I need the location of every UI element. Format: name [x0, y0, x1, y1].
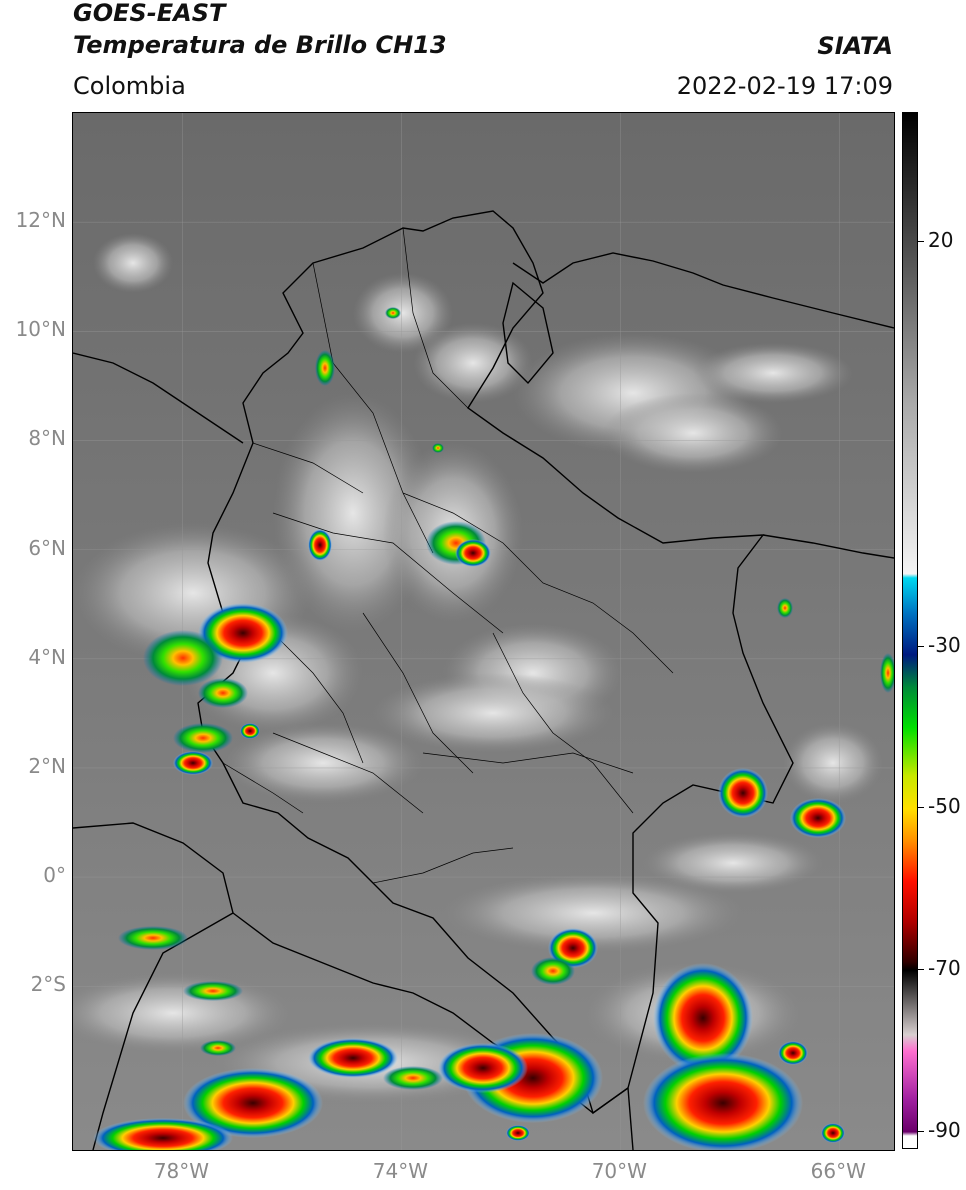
- lon-tick-label: 78°W: [153, 1159, 210, 1183]
- storm-cell: [777, 598, 793, 618]
- lon-tick-label: 70°W: [591, 1159, 647, 1183]
- lat-tick-label: 4°N: [28, 644, 66, 669]
- lat-tick-label: 8°N: [28, 426, 66, 451]
- lat-tick-label: 10°N: [15, 317, 66, 342]
- colorbar-tick-label: 20: [928, 228, 954, 253]
- product-title: Temperatura de Brillo CH13: [73, 31, 447, 59]
- storm-cell: [790, 798, 846, 838]
- storm-cell: [173, 723, 233, 753]
- colorbar-tick: [918, 645, 924, 647]
- colorbar-tick-label: -30: [928, 632, 961, 657]
- timestamp-label: 2022-02-19 17:09: [676, 72, 893, 100]
- brazil-border: [627, 1087, 634, 1150]
- cloud-patch: [223, 723, 423, 803]
- cloud-patch: [643, 833, 823, 893]
- colorbar-tick-label: -50: [928, 794, 961, 819]
- venezuela-border: [762, 534, 894, 559]
- lat-tick-label: 2°N: [28, 753, 66, 778]
- panama-coast: [73, 352, 244, 444]
- cloud-patch: [783, 723, 883, 803]
- storm-cell: [198, 603, 288, 663]
- lon-tick-label: 66°W: [810, 1159, 866, 1183]
- venezuela-coast: [512, 252, 894, 329]
- colombia-outline: [197, 210, 794, 1115]
- storm-cell: [506, 1125, 530, 1141]
- storm-cell: [643, 1053, 803, 1150]
- storm-cell: [315, 350, 335, 386]
- storm-cell: [880, 653, 894, 693]
- storm-cell: [385, 307, 401, 319]
- storm-cell: [718, 768, 768, 818]
- brand-label: SIATA: [817, 32, 893, 60]
- storm-cell: [240, 723, 260, 739]
- lat-tick-label: 12°N: [15, 208, 66, 233]
- storm-cell: [821, 1123, 845, 1143]
- department-borders: [222, 227, 674, 884]
- cloud-patch: [353, 273, 453, 353]
- storm-cell: [383, 1066, 443, 1090]
- lat-tick-label: 0°: [43, 863, 66, 888]
- cloud-patch: [603, 393, 783, 473]
- colorbar-tick: [918, 969, 924, 971]
- colorbar: [902, 112, 918, 1149]
- storm-cell: [183, 1068, 323, 1138]
- cloud-patch: [93, 233, 173, 293]
- satellite-map[interactable]: [72, 112, 895, 1151]
- lake-maracaibo: [502, 281, 554, 385]
- colorbar-tick: [918, 1130, 924, 1132]
- storm-cell: [200, 1040, 236, 1056]
- country-borders: [73, 210, 894, 1150]
- storm-cell: [198, 678, 248, 708]
- map-canvas: [73, 113, 894, 1150]
- colorbar-tick-label: -70: [928, 956, 961, 981]
- storm-cell: [531, 957, 575, 985]
- colorbar-tick-label: -90: [928, 1117, 961, 1142]
- storm-cell: [455, 539, 491, 567]
- storm-cell: [173, 751, 213, 775]
- storm-cell: [93, 1118, 233, 1150]
- storm-cells: [93, 307, 894, 1150]
- region-label: Colombia: [73, 72, 186, 100]
- satellite-title: GOES-EAST: [73, 0, 226, 27]
- storm-cell: [653, 963, 753, 1073]
- colorbar-tick: [918, 807, 924, 809]
- storm-cell: [438, 1043, 528, 1093]
- storm-cell: [143, 630, 223, 686]
- colorbar-tick: [918, 241, 924, 243]
- storm-cell: [432, 443, 444, 453]
- storm-cell: [308, 529, 332, 561]
- lon-tick-label: 74°W: [372, 1159, 428, 1183]
- cloud-patch: [693, 343, 853, 403]
- lat-tick-label: 2°S: [30, 972, 66, 997]
- storm-cell: [183, 981, 243, 1001]
- storm-cell: [308, 1038, 398, 1078]
- lat-tick-label: 6°N: [28, 535, 66, 560]
- storm-cell: [778, 1041, 808, 1065]
- storm-cell: [118, 926, 188, 950]
- cloud-patch: [443, 873, 743, 953]
